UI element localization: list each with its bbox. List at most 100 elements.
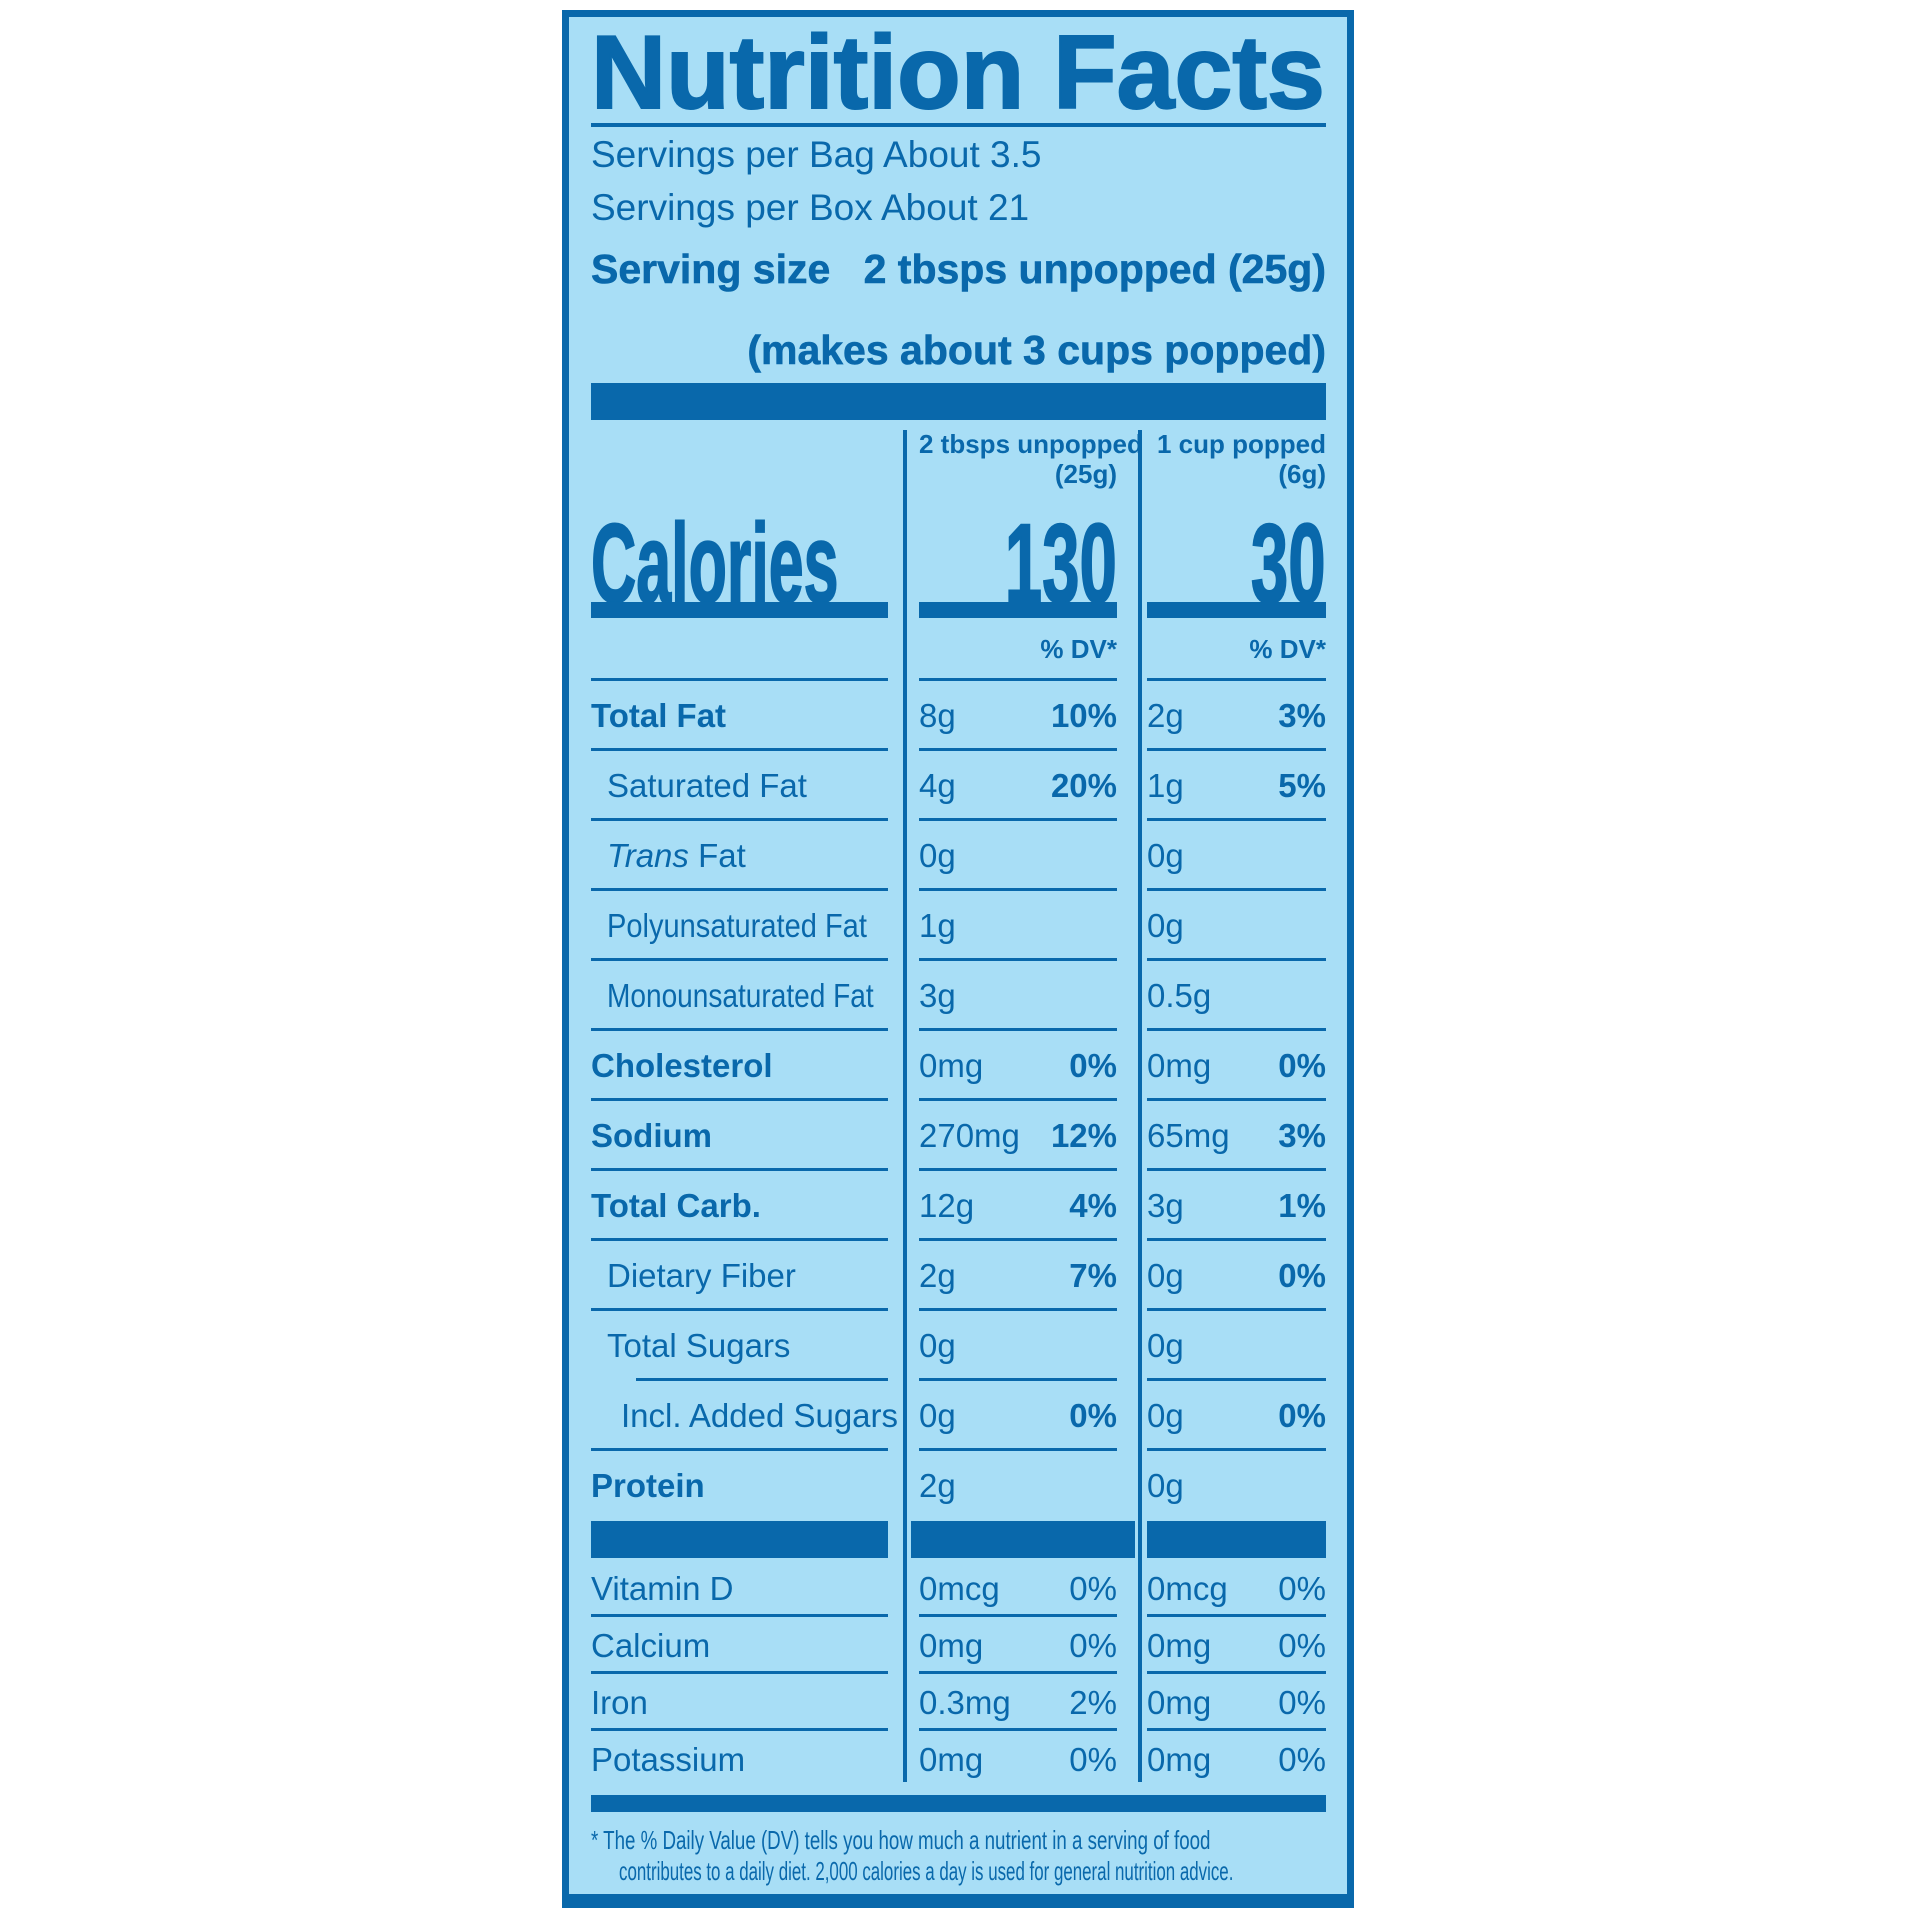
row-separator	[591, 678, 888, 681]
nutrient-row: Total Fat 8g 10% 2g 3%	[591, 681, 1326, 751]
daily-value-header-popped: % DV*	[1249, 634, 1326, 664]
row-separator	[1147, 1728, 1326, 1731]
row-separator	[591, 1614, 888, 1617]
percent-dv: 0%	[1069, 1569, 1117, 1607]
title: Nutrition Facts	[590, 17, 1326, 131]
row-separator	[919, 888, 1117, 891]
value-cell-popped: 0g 0%	[1147, 1381, 1326, 1451]
row-separator	[591, 958, 888, 961]
amount: 0mg	[1147, 1740, 1212, 1778]
column-headers-row: 2 tbsps unpopped (25g) 1 cup popped (6g)	[591, 420, 1326, 497]
nutrient-label: Trans Fat	[607, 837, 746, 874]
nutrient-row: Incl. Added Sugars 0g 0% 0g 0%	[591, 1381, 1326, 1451]
vitamin-row: Iron 0.3mg 2% 0mg 0%	[591, 1674, 1326, 1731]
amount: 65mg	[1147, 1117, 1230, 1154]
column-header-unpopped-line1: 2 tbsps unpopped	[919, 429, 1143, 459]
column-divider-1	[903, 430, 907, 1782]
label-content: Nutrition Facts Servings per Bag About 3…	[569, 17, 1347, 1894]
amount: 0g	[1147, 1397, 1184, 1434]
value-cell-unpopped: 3g	[919, 961, 1117, 1031]
amount: 8g	[919, 697, 956, 734]
value-cell-popped: 1g 5%	[1147, 751, 1326, 821]
column-divider-2	[1138, 430, 1142, 1782]
percent-dv: 0%	[1278, 1626, 1326, 1664]
value-cell-popped: 0mg 0%	[1147, 1731, 1326, 1788]
amount: 3g	[919, 977, 956, 1014]
percent-dv: 5%	[1278, 767, 1326, 804]
title-underline	[591, 123, 1326, 127]
amount: 1g	[1147, 767, 1184, 804]
row-separator	[919, 1671, 1117, 1674]
amount: 4g	[919, 767, 956, 804]
value-cell-unpopped: 270mg 12%	[919, 1101, 1117, 1171]
percent-dv: 4%	[1069, 1187, 1117, 1224]
amount: 12g	[919, 1187, 975, 1224]
value-cell-unpopped: 0g	[919, 821, 1117, 891]
amount: 0g	[1147, 837, 1184, 874]
value-cell-unpopped: 2g 7%	[919, 1241, 1117, 1311]
percent-dv: 0%	[1069, 1626, 1117, 1664]
nutrient-row: Polyunsaturated Fat 1g 0g	[591, 891, 1326, 961]
percent-dv: 20%	[1050, 767, 1117, 804]
row-separator	[1147, 1098, 1326, 1101]
row-separator	[591, 1168, 888, 1171]
percent-dv: 0%	[1278, 1397, 1326, 1434]
amount: 0mg	[919, 1626, 984, 1664]
percent-dv: 0%	[1069, 1740, 1117, 1778]
row-separator	[1147, 1028, 1326, 1031]
nutrient-label: Sodium	[591, 1117, 712, 1154]
serving-size-value: 2 tbsps unpopped (25g)	[863, 246, 1326, 293]
row-separator	[1147, 678, 1326, 681]
amount: 0mcg	[919, 1569, 1000, 1607]
amount: 2g	[919, 1467, 956, 1504]
value-cell-popped: 65mg 3%	[1147, 1101, 1326, 1171]
nutrient-row: Cholesterol 0mg 0% 0mg 0%	[591, 1031, 1326, 1101]
nutrient-row: Monounsaturated Fat 3g 0.5g	[591, 961, 1326, 1031]
row-separator	[919, 1448, 1117, 1451]
row-separator	[919, 1728, 1117, 1731]
row-separator	[591, 748, 888, 751]
percent-dv: 10%	[1050, 697, 1117, 734]
percent-dv: 0%	[1069, 1397, 1117, 1434]
amount: 0mg	[919, 1740, 984, 1778]
amount: 270mg	[919, 1117, 1020, 1154]
nutrient-label: Potassium	[591, 1740, 746, 1778]
amount: 0g	[1147, 1257, 1184, 1294]
nutrient-row: Protein 2g 0g	[591, 1451, 1326, 1521]
value-cell-unpopped: 0.3mg 2%	[919, 1674, 1117, 1731]
percent-dv: 7%	[1069, 1257, 1117, 1294]
value-cell-popped: 2g 3%	[1147, 681, 1326, 751]
percent-dv: 0%	[1278, 1047, 1326, 1084]
percent-dv: 0%	[1069, 1047, 1117, 1084]
row-separator	[1147, 1168, 1326, 1171]
nutrient-label: Incl. Added Sugars	[621, 1397, 899, 1434]
value-cell-popped: 0g	[1147, 1311, 1326, 1381]
amount: 0mg	[919, 1047, 984, 1084]
row-separator	[591, 1728, 888, 1731]
daily-value-header-row: % DV* % DV*	[591, 618, 1326, 681]
daily-value-header-unpopped: % DV*	[1040, 634, 1117, 664]
column-header-popped-line2: (6g)	[1278, 459, 1326, 489]
column-header-unpopped: 2 tbsps unpopped (25g)	[919, 420, 1143, 497]
percent-dv: 3%	[1278, 697, 1326, 734]
percent-dv: 0%	[1278, 1257, 1326, 1294]
calories-underline-label	[591, 602, 888, 618]
value-cell-unpopped: 0g	[919, 1311, 1117, 1381]
amount: 0mg	[1147, 1683, 1212, 1721]
percent-dv: 0%	[1278, 1569, 1326, 1607]
nutrient-label: Total Carb.	[591, 1187, 761, 1224]
row-separator	[1147, 1308, 1326, 1311]
value-cell-popped: 0.5g	[1147, 961, 1326, 1031]
value-cell-popped: 0mg 0%	[1147, 1674, 1326, 1731]
nutrient-label: Total Sugars	[607, 1327, 791, 1364]
column-header-spacer	[591, 420, 888, 497]
value-cell-unpopped: 0mg 0%	[919, 1731, 1117, 1788]
amount: 0mg	[1147, 1047, 1212, 1084]
value-cell-unpopped: 2g	[919, 1451, 1117, 1521]
row-separator	[919, 1028, 1117, 1031]
row-separator	[1147, 1614, 1326, 1617]
row-separator	[591, 1671, 888, 1674]
nutrient-label: Iron	[591, 1683, 648, 1721]
amount: 3g	[1147, 1187, 1184, 1224]
row-separator	[591, 1028, 888, 1031]
